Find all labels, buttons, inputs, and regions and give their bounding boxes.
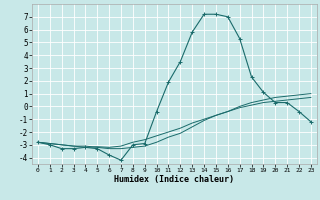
X-axis label: Humidex (Indice chaleur): Humidex (Indice chaleur): [115, 175, 234, 184]
